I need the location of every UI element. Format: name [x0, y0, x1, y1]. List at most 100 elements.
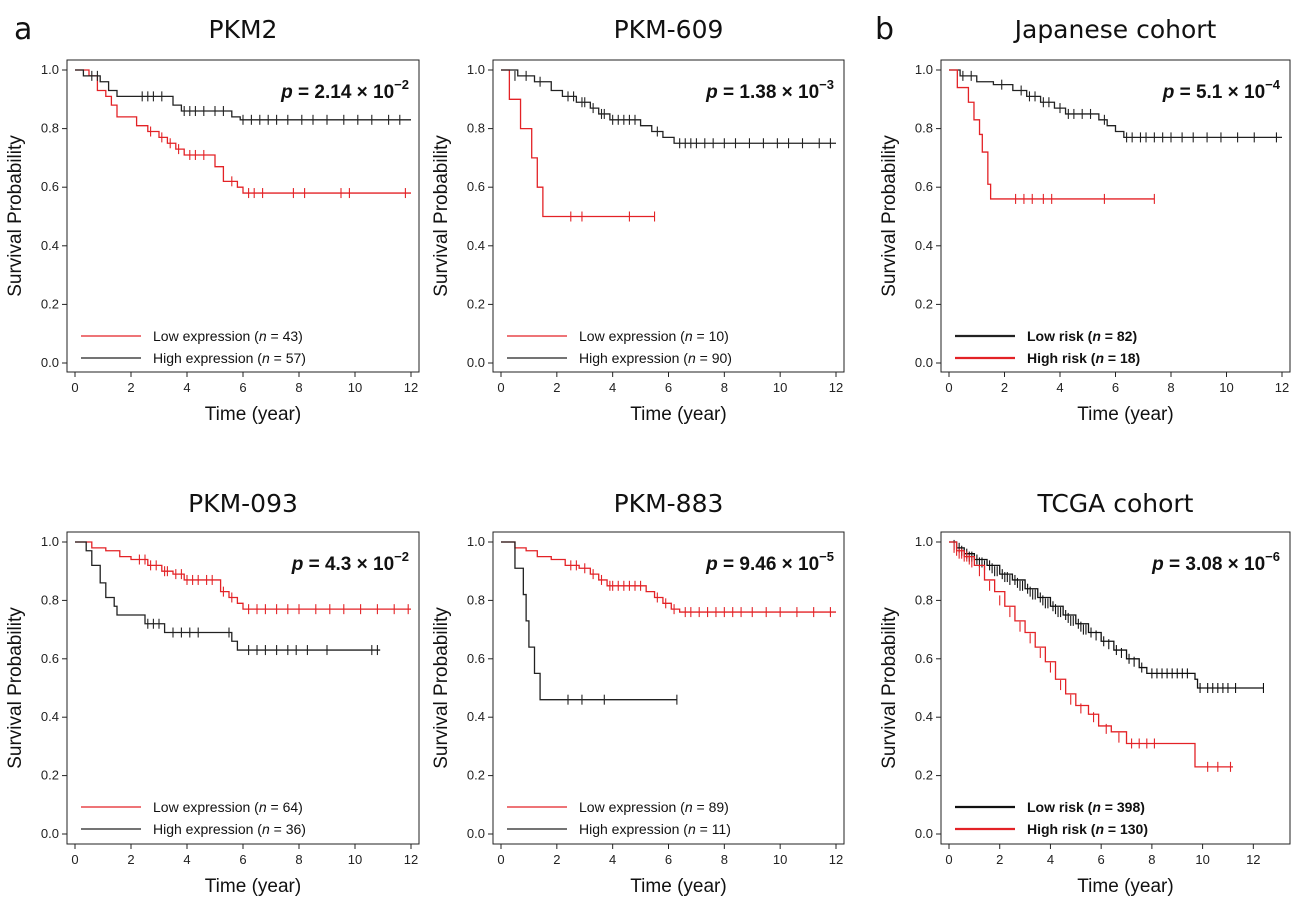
x-tick-label: 10 [773, 852, 787, 867]
survival-curve [501, 69, 836, 144]
y-tick-label: 0.8 [467, 592, 485, 607]
p-value-annotation: p = 4.3 × 10−2 [291, 549, 409, 575]
x-tick-label: 4 [183, 852, 190, 867]
x-tick-label: 10 [348, 380, 362, 395]
x-tick-label: 6 [1112, 380, 1119, 395]
x-tick-label: 0 [945, 852, 952, 867]
y-tick-label: 0.6 [41, 651, 59, 666]
km-panel-1: PKM-609 0.0 0.2 0.4 0.6 0.8 1.0 0 2 4 6 8 10 12 Time (… [431, 15, 845, 425]
km-panel-5: TCGA cohort 0.0 0.2 0.4 0.6 0.8 1.0 0 2 4 6 8 10 12 Ti… [879, 489, 1291, 897]
y-axis-label: Survival Probability [879, 607, 900, 769]
y-tick-label: 0.2 [915, 768, 933, 783]
y-tick-label: 0.4 [467, 238, 485, 253]
x-axis-label: Time (year) [205, 876, 301, 897]
y-axis-label: Survival Probability [431, 607, 452, 769]
survival-curve [949, 541, 1264, 689]
km-panel-4: PKM-883 0.0 0.2 0.4 0.6 0.8 1.0 0 2 4 6 8 10 12 Time (… [431, 489, 845, 897]
chart-title: PKM2 [209, 15, 278, 44]
y-tick-label: 1.0 [915, 534, 933, 549]
y-tick-label: 0.8 [915, 121, 933, 136]
y-tick-label: 1.0 [41, 62, 59, 77]
x-tick-label: 0 [945, 380, 952, 395]
chart-title: PKM-093 [188, 489, 298, 518]
x-tick-label: 8 [1167, 380, 1174, 395]
y-axis-label: Survival Probability [5, 135, 26, 297]
x-tick-label: 10 [1219, 380, 1233, 395]
panel-letter-b: b [875, 12, 895, 47]
survival-curve [501, 541, 836, 613]
x-tick-label: 6 [665, 380, 672, 395]
x-tick-label: 12 [1275, 380, 1289, 395]
x-tick-label: 2 [553, 852, 560, 867]
x-tick-label: 4 [1047, 852, 1054, 867]
plot-frame [492, 531, 845, 845]
x-tick-label: 12 [1246, 852, 1260, 867]
km-panel-0: PKM2 0.0 0.2 0.4 0.6 0.8 1.0 0 2 4 6 8 10 12 Time (yea… [5, 15, 420, 425]
y-tick-label: 0.4 [41, 238, 59, 253]
y-tick-label: 1.0 [915, 62, 933, 77]
x-tick-label: 12 [404, 852, 418, 867]
x-tick-label: 2 [996, 852, 1003, 867]
y-tick-label: 1.0 [467, 534, 485, 549]
p-value-annotation: p = 1.38 × 10−3 [705, 77, 834, 103]
x-tick-label: 2 [1001, 380, 1008, 395]
survival-curve [949, 541, 1234, 768]
x-tick-label: 6 [239, 852, 246, 867]
y-tick-label: 0.0 [467, 826, 485, 841]
legend-entry: High expression (n = 57) [153, 350, 306, 366]
x-axis-label: Time (year) [630, 404, 726, 425]
x-tick-label: 0 [71, 380, 78, 395]
x-tick-label: 2 [553, 380, 560, 395]
x-tick-label: 12 [829, 380, 843, 395]
survival-curve [75, 541, 381, 651]
survival-curve [949, 69, 1282, 139]
panel-letter-a: a [14, 12, 33, 47]
x-tick-label: 2 [127, 852, 134, 867]
plot-frame [940, 59, 1291, 373]
p-value-annotation: p = 9.46 × 10−5 [705, 549, 834, 575]
x-axis-label: Time (year) [630, 876, 726, 897]
x-tick-label: 4 [183, 380, 190, 395]
x-tick-label: 8 [295, 852, 302, 867]
y-tick-label: 0.2 [41, 296, 59, 311]
chart-title: TCGA cohort [1037, 489, 1194, 518]
y-tick-label: 0.0 [915, 826, 933, 841]
y-tick-label: 0.8 [41, 592, 59, 607]
km-panel-2: Japanese cohort 0.0 0.2 0.4 0.6 0.8 1.0 0 2 4 6 8 10… [879, 15, 1291, 425]
y-axis-label: Survival Probability [879, 135, 900, 297]
y-tick-label: 0.0 [467, 355, 485, 370]
p-value-annotation: p = 2.14 × 10−2 [280, 77, 409, 103]
y-tick-label: 0.6 [915, 179, 933, 194]
x-tick-label: 8 [721, 852, 728, 867]
y-axis-label: Survival Probability [5, 607, 26, 769]
y-tick-label: 0.6 [467, 651, 485, 666]
x-axis-label: Time (year) [205, 404, 301, 425]
p-value-annotation: p = 3.08 × 10−6 [1151, 549, 1280, 575]
y-tick-label: 0.8 [467, 121, 485, 136]
y-tick-label: 0.8 [41, 121, 59, 136]
y-axis-label: Survival Probability [431, 135, 452, 297]
y-tick-label: 1.0 [41, 534, 59, 549]
chart-title: PKM-609 [614, 15, 724, 44]
legend-entry: Low expression (n = 89) [579, 799, 729, 815]
legend-entry: High risk (n = 18) [1027, 350, 1140, 366]
survival-curve [501, 69, 655, 218]
x-tick-label: 8 [1148, 852, 1155, 867]
chart-title: Japanese cohort [1013, 15, 1217, 44]
x-tick-label: 10 [773, 380, 787, 395]
y-tick-label: 0.4 [915, 709, 933, 724]
survival-curve [75, 541, 411, 610]
legend-entry: Low expression (n = 64) [153, 799, 303, 815]
plot-frame [940, 531, 1291, 845]
y-tick-label: 0.8 [915, 592, 933, 607]
x-tick-label: 10 [348, 852, 362, 867]
chart-title: PKM-883 [614, 489, 724, 518]
y-tick-label: 0.0 [915, 355, 933, 370]
y-tick-label: 0.2 [467, 768, 485, 783]
x-tick-label: 12 [829, 852, 843, 867]
legend-entry: Low risk (n = 398) [1027, 799, 1145, 815]
plot-frame [66, 59, 420, 373]
survival-curve [75, 69, 411, 194]
